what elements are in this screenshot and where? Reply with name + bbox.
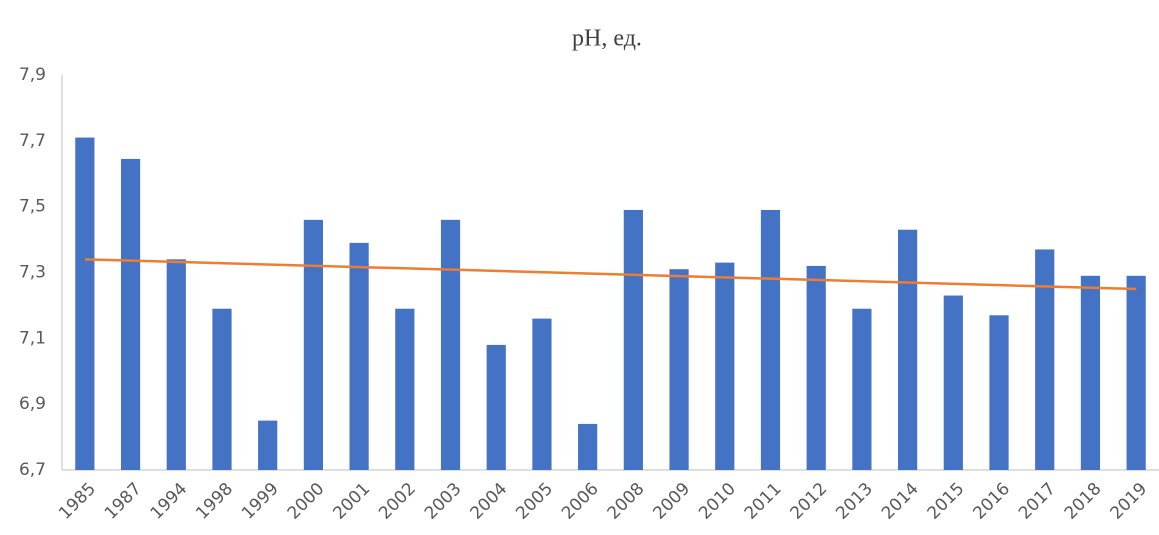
bar <box>578 423 598 470</box>
bar <box>898 229 918 470</box>
bar <box>486 344 506 470</box>
y-tick-label: 7,3 <box>19 263 46 283</box>
x-tick-label: 1985 <box>55 479 100 524</box>
x-tick-label: 1987 <box>101 479 146 524</box>
bar <box>212 308 232 470</box>
x-tick-label: 2009 <box>649 479 694 524</box>
x-tick-label: 2016 <box>969 479 1014 524</box>
bar <box>120 158 141 470</box>
x-tick-label: 2008 <box>604 479 649 524</box>
bar <box>669 269 689 470</box>
bar <box>1035 249 1055 470</box>
x-tick-label: 1994 <box>147 479 192 524</box>
x-tick-label: 1998 <box>192 479 237 524</box>
bar <box>349 242 369 470</box>
bar <box>440 219 461 470</box>
bar <box>989 315 1009 470</box>
x-tick-label: 2010 <box>695 479 740 524</box>
x-tick-label: 2012 <box>787 479 832 524</box>
bar <box>1080 275 1101 470</box>
y-tick-label: 7,7 <box>19 131 46 151</box>
trend-line <box>84 258 1137 291</box>
x-tick-label: 2014 <box>878 479 923 524</box>
bar <box>852 308 872 470</box>
bar <box>258 420 278 470</box>
x-tick-label: 2019 <box>1106 479 1151 524</box>
bar <box>303 219 323 470</box>
x-tick-label: 2015 <box>924 479 969 524</box>
x-tick-label: 2011 <box>741 479 786 524</box>
x-tick-label: 2003 <box>421 479 466 524</box>
bar <box>166 259 186 470</box>
y-tick-label: 6,7 <box>19 460 46 480</box>
x-tick-label: 2002 <box>375 479 420 524</box>
x-tick-label: 2006 <box>558 479 603 524</box>
y-tick-label: 7,9 <box>19 65 46 85</box>
bar <box>75 137 95 470</box>
bar <box>806 265 826 470</box>
bar <box>623 209 643 471</box>
x-tick-label: 2013 <box>832 479 877 524</box>
bar <box>395 308 415 470</box>
bar <box>1126 275 1146 470</box>
x-tick-label: 2004 <box>467 479 512 524</box>
x-tick-label: 2001 <box>329 479 374 524</box>
bar <box>943 295 963 470</box>
x-tick-label: 2017 <box>1015 479 1060 524</box>
x-tick-label: 1999 <box>238 479 283 524</box>
bar <box>532 318 552 470</box>
x-tick-label: 2018 <box>1061 479 1106 524</box>
y-tick-label: 7,1 <box>19 328 46 348</box>
bar <box>715 262 735 470</box>
y-tick-label: 7,5 <box>19 197 46 217</box>
chart-title: pH, ед. <box>572 26 642 52</box>
x-tick-label: 2005 <box>512 479 557 524</box>
bar <box>760 209 781 471</box>
y-tick-label: 6,9 <box>19 394 46 414</box>
x-tick-label: 2000 <box>284 479 329 524</box>
